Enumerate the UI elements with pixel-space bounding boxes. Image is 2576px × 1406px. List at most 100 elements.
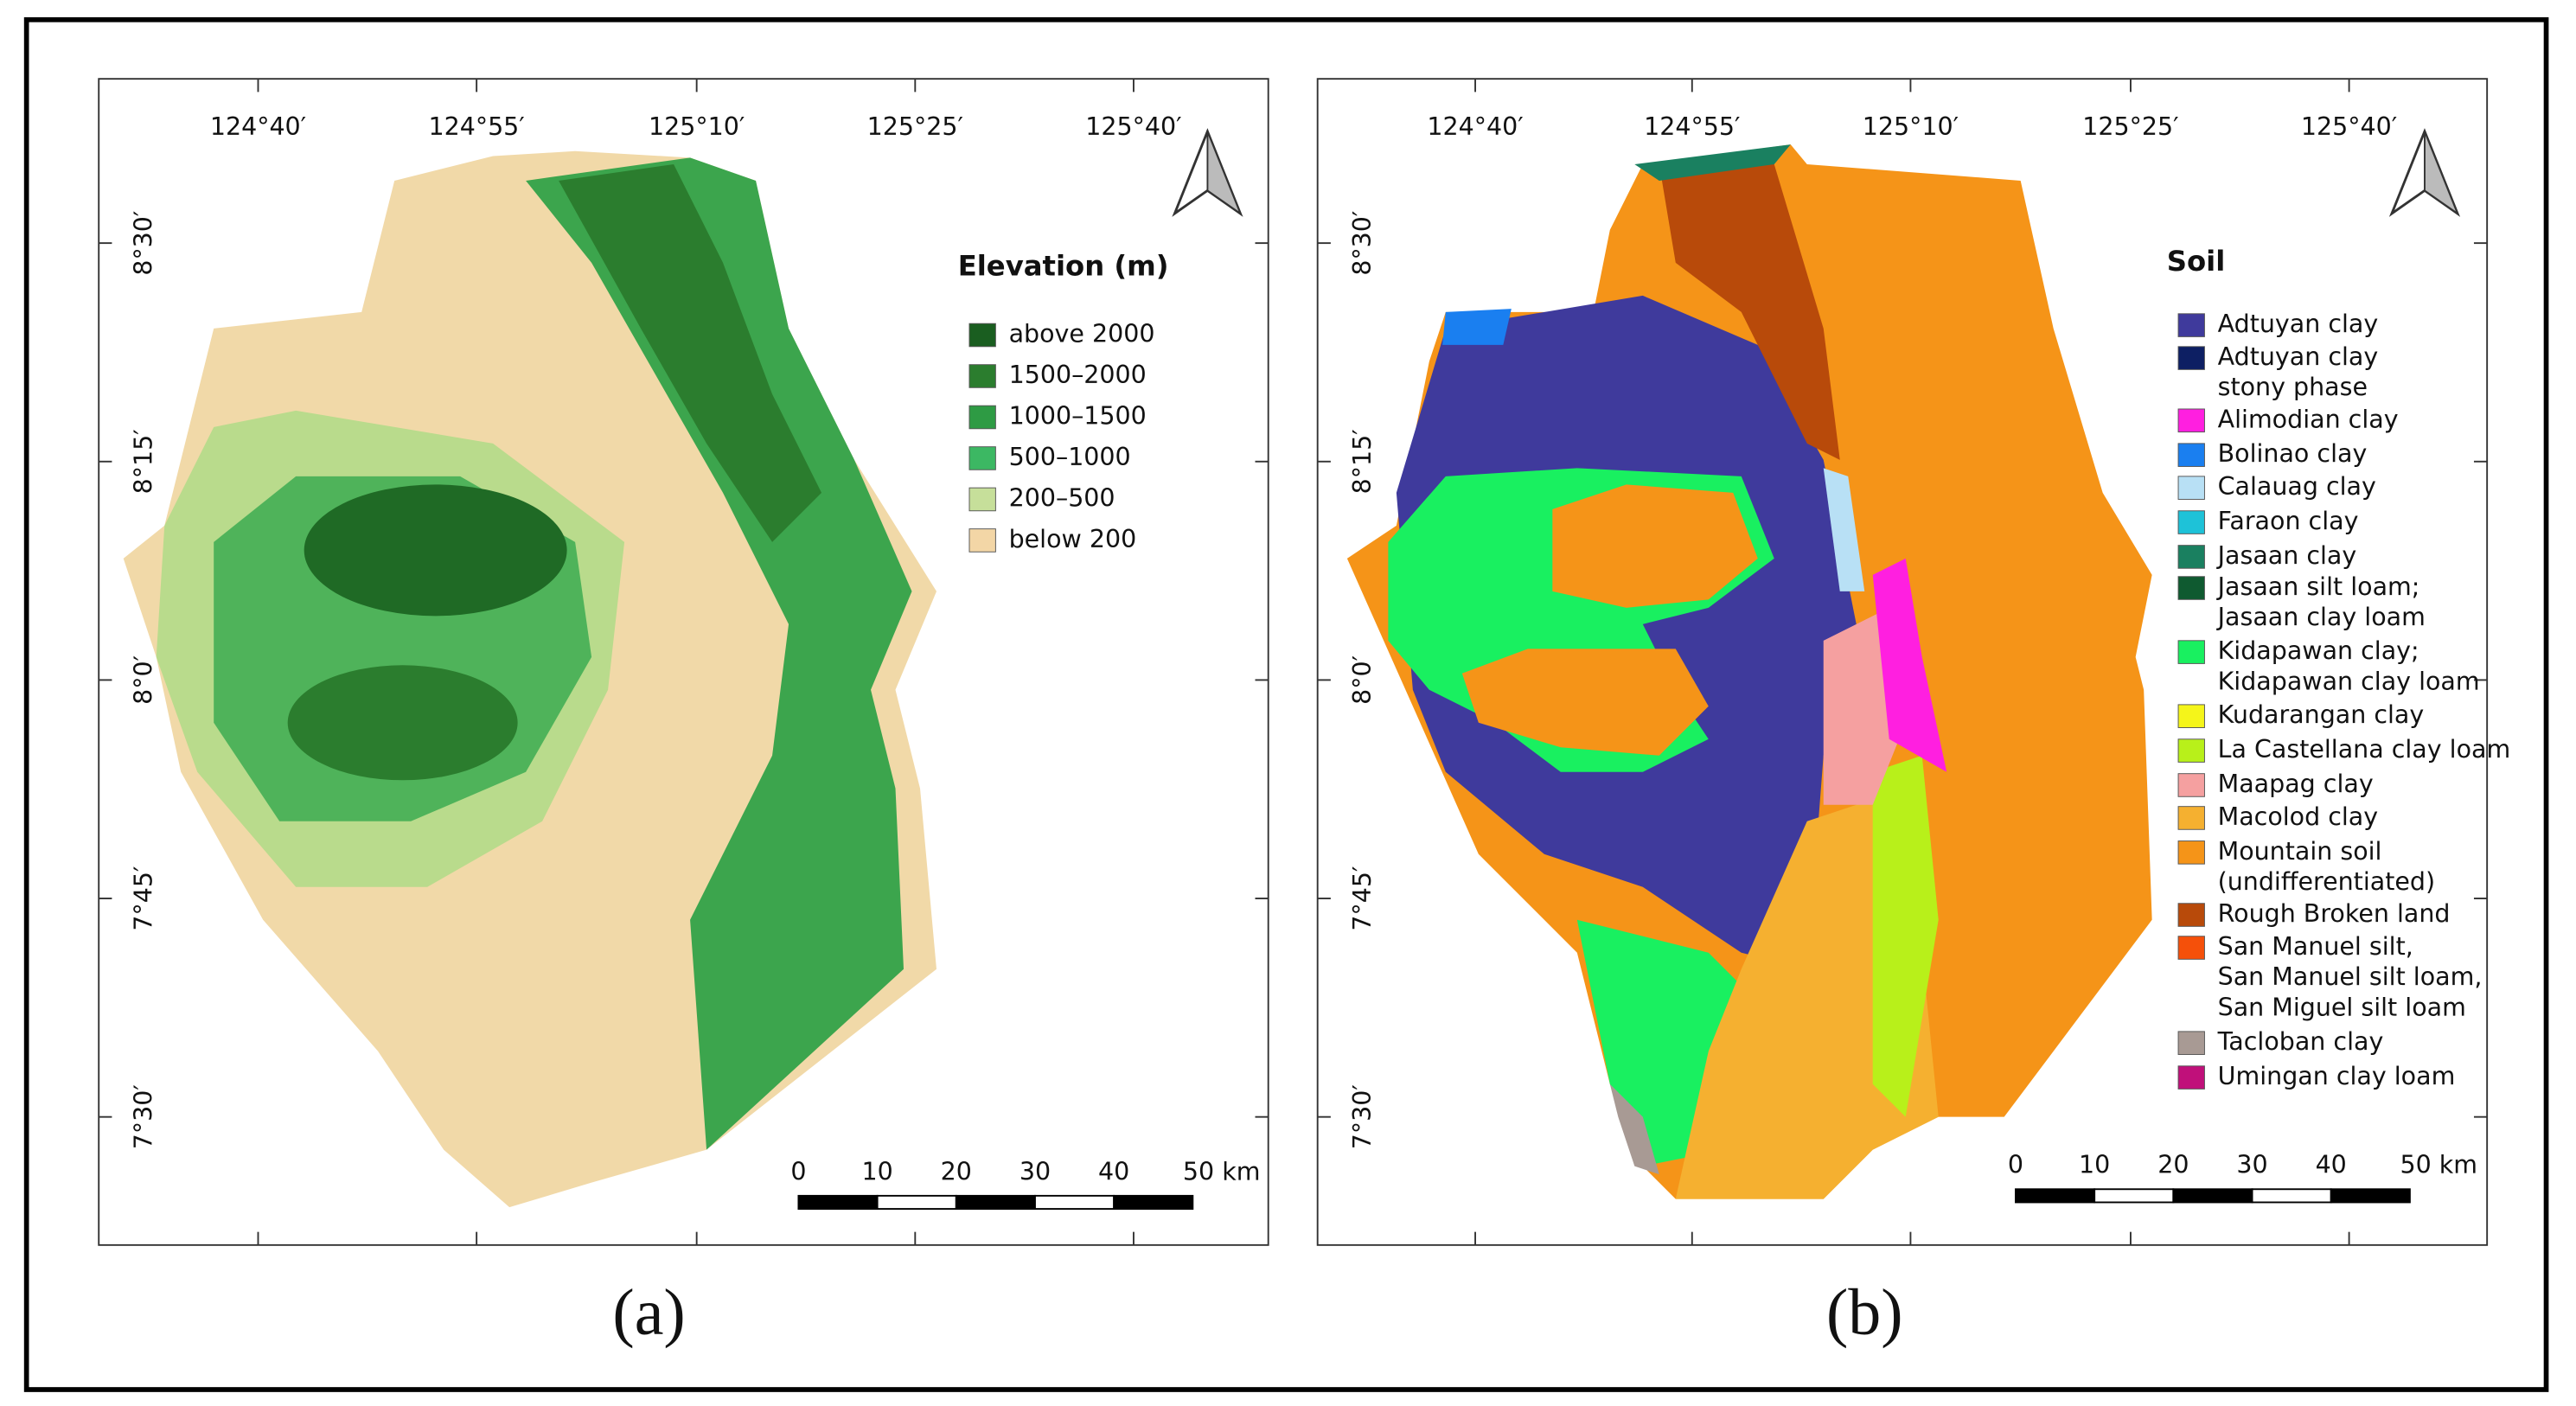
legend-label: Kidapawan clay loam [2218, 667, 2480, 695]
lon-label: 124°55′ [1644, 112, 1740, 141]
legend-label: Kudarangan clay [2218, 700, 2425, 729]
legend-label: 1500–2000 [1009, 361, 1147, 389]
scale-label: 20 [2157, 1151, 2189, 1179]
legend-swatch [2177, 704, 2205, 728]
legend-swatch [2177, 510, 2205, 534]
lon-label: 125°40′ [2301, 112, 2397, 141]
legend-title: Soil [2167, 245, 2226, 278]
scale-segment [2015, 1188, 2096, 1204]
legend-swatch [968, 487, 996, 512]
legend-swatch [968, 446, 996, 470]
legend-swatch [2177, 773, 2205, 797]
lon-label: 124°55′ [428, 112, 524, 141]
caption: (b) [1826, 1276, 1903, 1349]
legend-label: La Castellana clay loam [2218, 735, 2511, 764]
lon-label: 125°10′ [649, 112, 745, 141]
legend-label: Calauag clay [2218, 472, 2376, 501]
lat-label: 8°15′ [1348, 429, 1377, 494]
lat-label: 8°30′ [129, 211, 157, 276]
legend-label: Bolinao clay [2218, 439, 2368, 468]
soil-map [1346, 144, 2152, 1199]
legend-swatch [2177, 1031, 2205, 1055]
legend-swatch [968, 323, 996, 348]
north-arrow-shade [1206, 131, 1243, 216]
lat-label: 8°0′ [1348, 655, 1377, 705]
legend-label: Jasaan clay [2216, 541, 2357, 570]
legend-swatch [2177, 408, 2205, 433]
legend-swatch [2177, 1065, 2205, 1090]
legend-label: 500–1000 [1009, 443, 1131, 471]
scale-segment [1034, 1194, 1115, 1211]
scale-segment [2330, 1188, 2411, 1204]
legend-swatch [2177, 806, 2205, 830]
legend-label: Mountain soil [2218, 837, 2382, 866]
scale-segment [955, 1194, 1036, 1211]
scale-label: 0 [790, 1157, 806, 1186]
lat-label: 8°0′ [129, 655, 157, 705]
legend-label: 200–500 [1009, 483, 1115, 512]
scale-segment [876, 1194, 957, 1211]
legend-swatch [2177, 346, 2205, 370]
legend-label: San Manuel silt loam, [2218, 962, 2483, 991]
outer-border [23, 16, 2549, 1392]
scale-label: 50 km [2400, 1151, 2477, 1179]
legend-label: Adtuyan clay [2218, 310, 2379, 338]
lon-label: 124°40′ [1427, 112, 1523, 141]
legend-label: below 200 [1009, 525, 1137, 553]
scale-segment [2251, 1188, 2332, 1204]
scale-label: 10 [861, 1157, 892, 1186]
legend-swatch [2177, 576, 2205, 600]
legend-label: Alimodian clay [2218, 405, 2399, 433]
lat-label: 8°30′ [1348, 211, 1377, 276]
legend-swatch [2177, 545, 2205, 569]
lon-label: 125°25′ [867, 112, 963, 141]
legend-label: Jasaan silt loam; [2216, 572, 2420, 601]
scale-segment [797, 1194, 879, 1211]
scale-segment [1113, 1194, 1194, 1211]
lon-label: 125°25′ [2082, 112, 2178, 141]
scale-label: 50 km [1183, 1157, 1261, 1186]
legend-label: Faraon clay [2218, 507, 2359, 535]
legend-swatch [968, 528, 996, 553]
legend-label: above 2000 [1009, 320, 1155, 348]
legend-swatch [2177, 313, 2205, 337]
legend-label: Kidapawan clay; [2218, 636, 2419, 665]
scale-label: 30 [1020, 1157, 1051, 1186]
legend-swatch [968, 364, 996, 388]
legend-title: Elevation (m) [958, 250, 1169, 283]
legend-label: Umingan clay loam [2218, 1062, 2456, 1090]
scale-label: 30 [2236, 1151, 2267, 1179]
legend-label: Adtuyan clay [2218, 342, 2379, 371]
map-frame [98, 78, 1269, 1246]
north-arrow-shade [2424, 131, 2460, 216]
lon-label: 125°10′ [1863, 112, 1959, 141]
lat-label: 7°30′ [1348, 1084, 1377, 1149]
legend-label: Tacloban clay [2217, 1027, 2384, 1056]
caption: (a) [612, 1276, 685, 1349]
legend-label: Macolod clay [2218, 802, 2379, 831]
legend-swatch [2177, 840, 2205, 865]
scale-label: 0 [2008, 1151, 2023, 1179]
legend-label: Jasaan clay loam [2216, 603, 2426, 631]
lat-label: 7°45′ [129, 866, 157, 931]
scale-label: 40 [2316, 1151, 2347, 1179]
scale-label: 20 [941, 1157, 972, 1186]
legend-swatch [2177, 640, 2205, 664]
legend-swatch [968, 405, 996, 430]
lat-label: 7°30′ [129, 1084, 157, 1149]
lon-label: 124°40′ [210, 112, 306, 141]
legend-swatch [2177, 936, 2205, 960]
legend-label: 1000–1500 [1009, 401, 1147, 430]
scale-segment [2172, 1188, 2253, 1204]
legend-label: Maapag clay [2218, 770, 2374, 798]
elevation-map [123, 150, 936, 1208]
legend-label: stony phase [2218, 373, 2368, 401]
legend-swatch [2177, 903, 2205, 927]
lon-label: 125°40′ [1085, 112, 1181, 141]
scale-label: 40 [1098, 1157, 1129, 1186]
scale-segment [2093, 1188, 2175, 1204]
lat-label: 8°15′ [129, 429, 157, 494]
legend-swatch [2177, 476, 2205, 500]
scale-label: 10 [2079, 1151, 2110, 1179]
